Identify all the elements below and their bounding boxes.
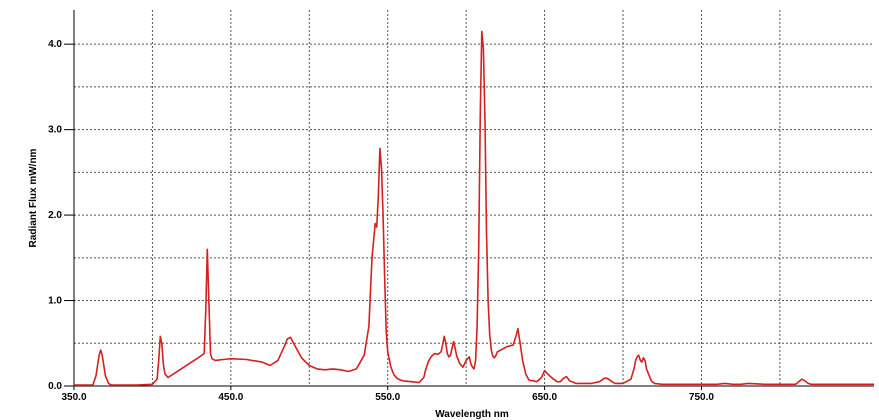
axis-ticks bbox=[64, 43, 702, 390]
x-tick-label: 450.0 bbox=[218, 392, 243, 403]
y-tick-labels: 0.0 1.0 2.0 3.0 4.0 bbox=[48, 39, 62, 392]
y-tick-label: 0.0 bbox=[48, 381, 62, 392]
y-tick-label: 3.0 bbox=[48, 125, 62, 136]
y-tick-label: 4.0 bbox=[48, 39, 62, 50]
x-tick-label: 350.0 bbox=[61, 392, 86, 403]
y-tick-label: 1.0 bbox=[48, 296, 62, 307]
spectrum-line bbox=[74, 30, 874, 386]
x-axis-title: Wavelength nm bbox=[435, 409, 509, 420]
x-tick-label: 750.0 bbox=[689, 392, 714, 403]
x-tick-label: 550.0 bbox=[375, 392, 400, 403]
y-axis-title: Radiant Flux mW/nm bbox=[28, 148, 39, 247]
x-tick-label: 650.0 bbox=[532, 392, 557, 403]
y-tick-label: 2.0 bbox=[48, 210, 62, 221]
x-tick-labels: 350.0 450.0 550.0 650.0 750.0 bbox=[61, 392, 714, 403]
grid-lines bbox=[74, 10, 874, 386]
plot-area bbox=[74, 10, 874, 386]
